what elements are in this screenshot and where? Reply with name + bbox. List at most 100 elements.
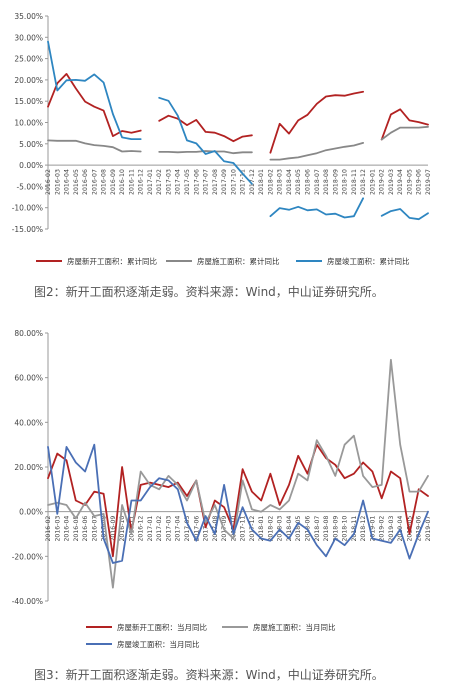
series-line-1 <box>47 73 429 154</box>
x-tick-label: 2016-12 <box>138 516 145 542</box>
x-tick-label: 2018-12 <box>360 516 367 542</box>
x-tick-label: 2018-06 <box>305 169 312 195</box>
chart-fig3-canvas: -40.00% -20.00% 0.00% 20.00% 40.00% 60.00% 80.… <box>12 329 432 649</box>
x-tick-label: 2017-05 <box>184 516 191 542</box>
x-tick-label: 2018-10 <box>342 516 349 542</box>
series-line-3 <box>47 40 429 221</box>
x-tick-label: 2017-01 <box>147 516 154 542</box>
x-tick-label: 2019-01 <box>369 516 376 542</box>
x-tick-label: 2018-10 <box>342 169 349 195</box>
series-line-2 <box>47 358 429 589</box>
x-tick-label: 2016-10 <box>119 516 126 542</box>
y-tick-label: 20.00% <box>14 76 43 85</box>
x-tick-label: 2019-07 <box>425 516 432 542</box>
x-tick-label: 2018-04 <box>286 169 293 195</box>
legend-label-3: 房屋竣工面积：当月同比 <box>117 639 200 649</box>
x-tick-label: 2017-06 <box>193 516 200 542</box>
x-tick-label: 2017-01 <box>147 169 154 195</box>
legend-label-2: 房屋施工面积：当月同比 <box>253 622 336 632</box>
x-tick-label: 2017-02 <box>156 516 163 542</box>
x-tick-label: 2017-07 <box>203 516 210 542</box>
legend-label-2: 房屋施工面积：累计同比 <box>197 256 280 266</box>
x-tick-label: 2017-08 <box>212 169 219 195</box>
x-tick-label: 2016-05 <box>73 169 80 195</box>
chart-fig2: -15.00% -10.00% -5.00% 0.00% 5.00% 10.00% 15.0… <box>0 0 451 275</box>
x-tick-label: 2018-04 <box>286 516 293 542</box>
y-tick-label: 20.00% <box>14 463 43 472</box>
y-tick-label: -15.00% <box>12 225 43 234</box>
legend-label-1: 房屋新开工面积：累计同比 <box>67 256 157 266</box>
x-tick-label: 2017-09 <box>221 169 228 195</box>
x-tick-label: 2018-12 <box>360 169 367 195</box>
x-tick-label: 2017-03 <box>165 169 172 195</box>
x-tick-label: 2017-10 <box>230 169 237 195</box>
chart-fig3: -40.00% -20.00% 0.00% 20.00% 40.00% 60.00% 80.… <box>0 318 451 653</box>
x-tick-label: 2016-12 <box>138 169 145 195</box>
x-tick-label: 2016-06 <box>82 516 89 542</box>
x-tick-label: 2017-12 <box>249 169 256 195</box>
y-tick-label: 0.00% <box>19 161 43 170</box>
y-tick-label: 80.00% <box>14 329 43 338</box>
x-tick-label: 2016-07 <box>91 516 98 542</box>
x-tick-label: 2018-01 <box>258 516 265 542</box>
x-tick-label: 2018-02 <box>267 516 274 542</box>
y-tick-label: 40.00% <box>14 418 43 427</box>
x-tick-label: 2018-11 <box>351 169 358 195</box>
x-tick-label: 2017-06 <box>193 169 200 195</box>
x-tick-label: 2018-01 <box>258 169 265 195</box>
y-tick-label: -10.00% <box>12 204 43 213</box>
x-tick-label: 2018-05 <box>295 169 302 195</box>
x-tick-label: 2016-08 <box>101 516 108 542</box>
x-tick-label: 2016-03 <box>54 516 61 542</box>
x-tick-label: 2016-11 <box>128 169 135 195</box>
chart-fig2-canvas: -15.00% -10.00% -5.00% 0.00% 5.00% 10.00% 15.0… <box>12 12 432 266</box>
x-tick-label: 2016-06 <box>82 169 89 195</box>
x-tick-label: 2016-03 <box>54 169 61 195</box>
x-tick-label: 2018-11 <box>351 516 358 542</box>
y-tick-label: 60.00% <box>14 374 43 383</box>
x-tick-label: 2017-05 <box>184 169 191 195</box>
x-tick-label: 2016-02 <box>45 516 52 542</box>
x-tick-label: 2019-03 <box>388 516 395 542</box>
y-tick-label: -40.00% <box>12 597 43 606</box>
x-tick-label: 2018-09 <box>332 516 339 542</box>
x-tick-label: 2016-04 <box>64 516 71 542</box>
x-tick-label: 2017-11 <box>240 169 247 195</box>
x-tick-label: 2019-02 <box>379 516 386 542</box>
y-tick-label: 0.00% <box>19 508 43 517</box>
x-tick-label: 2019-05 <box>406 169 413 195</box>
x-tick-label: 2016-05 <box>73 516 80 542</box>
x-tick-label: 2018-08 <box>323 169 330 195</box>
x-tick-label: 2017-07 <box>203 169 210 195</box>
legend-label-3: 房屋竣工面积：累计同比 <box>327 256 410 266</box>
y-tick-label: 35.00% <box>14 12 43 21</box>
x-tick-label: 2018-03 <box>277 169 284 195</box>
caption-fig3: 图3：新开工面积逐渐走弱。资料来源：Wind，中山证券研究所。 <box>34 668 384 682</box>
x-tick-label: 2018-06 <box>305 516 312 542</box>
x-tick-label: 2018-07 <box>314 516 321 542</box>
x-tick-label: 2016-07 <box>91 169 98 195</box>
y-tick-label: 25.00% <box>14 55 43 64</box>
x-tick-label: 2017-11 <box>240 516 247 542</box>
x-tick-label: 2019-02 <box>379 169 386 195</box>
x-tick-label: 2018-05 <box>295 516 302 542</box>
x-tick-label: 2019-06 <box>416 169 423 195</box>
legend-label-1: 房屋新开工面积：当月同比 <box>117 622 207 632</box>
x-tick-label: 2016-09 <box>110 516 117 542</box>
x-tick-label: 2017-04 <box>175 169 182 195</box>
x-tick-label: 2018-08 <box>323 516 330 542</box>
x-tick-label: 2019-03 <box>388 169 395 195</box>
x-tick-label: 2019-07 <box>425 169 432 195</box>
x-tick-label: 2019-06 <box>416 516 423 542</box>
x-tick-label: 2016-02 <box>45 169 52 195</box>
x-tick-label: 2018-02 <box>267 169 274 195</box>
series-line-1 <box>47 443 429 558</box>
x-tick-label: 2019-04 <box>397 516 404 542</box>
x-tick-label: 2018-09 <box>332 169 339 195</box>
caption-fig2: 图2：新开工面积逐渐走弱。资料来源：Wind，中山证券研究所。 <box>34 285 384 299</box>
y-tick-label: 10.00% <box>14 119 43 128</box>
x-tick-label: 2018-07 <box>314 169 321 195</box>
series-line-2 <box>47 125 429 161</box>
x-tick-label: 2016-08 <box>101 169 108 195</box>
y-tick-label: 5.00% <box>19 140 43 149</box>
